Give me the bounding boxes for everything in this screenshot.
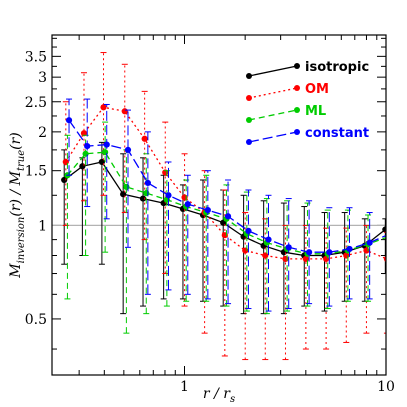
plot-frame bbox=[51, 34, 387, 376]
y-axis-label: Minversion(r) / Mtrue(r) bbox=[8, 132, 27, 279]
data-point bbox=[285, 244, 292, 251]
data-point bbox=[282, 255, 289, 263]
series-line bbox=[65, 106, 386, 260]
data-point bbox=[346, 245, 353, 253]
legend-line bbox=[248, 87, 298, 99]
data-point bbox=[165, 192, 172, 199]
y-tick-label: 1 bbox=[38, 218, 47, 234]
data-point bbox=[65, 117, 73, 124]
data-point bbox=[224, 213, 232, 220]
y-tick-label: 0.5 bbox=[25, 312, 47, 328]
data-point bbox=[306, 249, 313, 256]
data-point bbox=[387, 231, 393, 237]
data-point bbox=[141, 135, 148, 142]
data-point bbox=[383, 255, 386, 262]
data-point bbox=[79, 163, 86, 170]
data-point bbox=[143, 190, 150, 197]
legend-line bbox=[248, 65, 298, 77]
data-point bbox=[204, 207, 211, 214]
legend-label: constant bbox=[305, 126, 369, 141]
y-tick-label: 3.5 bbox=[25, 49, 47, 65]
legend-label: isotropic bbox=[305, 60, 369, 75]
data-point bbox=[366, 239, 373, 246]
legend-line bbox=[248, 131, 298, 143]
y-tick-label: 2.5 bbox=[25, 95, 47, 111]
y-tick-label: 1.5 bbox=[25, 164, 47, 180]
data-point bbox=[103, 141, 110, 148]
legend-item-isotropic: isotropic bbox=[246, 60, 369, 79]
data-point bbox=[242, 247, 249, 254]
data-point bbox=[98, 158, 105, 166]
data-point bbox=[121, 108, 128, 115]
data-point bbox=[144, 179, 151, 187]
x-tick-label: 1 bbox=[180, 379, 189, 395]
legend-item-OM: OM bbox=[246, 82, 329, 101]
legend-marker bbox=[294, 63, 300, 69]
legend: isotropic OM ML constant bbox=[246, 60, 369, 145]
legend-marker bbox=[246, 95, 252, 101]
y-tick-label: 3 bbox=[38, 70, 47, 86]
x-tick-label: 10 bbox=[377, 379, 395, 395]
data-point bbox=[363, 247, 370, 254]
data-point bbox=[124, 146, 132, 153]
data-point bbox=[221, 232, 228, 239]
data-point bbox=[262, 252, 269, 259]
data-point bbox=[181, 194, 188, 201]
legend-marker bbox=[246, 117, 252, 123]
legend-marker bbox=[246, 139, 252, 145]
series-line bbox=[63, 161, 386, 257]
legend-line bbox=[248, 109, 298, 121]
data-point bbox=[326, 249, 333, 256]
data-point bbox=[184, 201, 191, 208]
legend-item-constant: constant bbox=[246, 126, 369, 145]
data-point bbox=[84, 142, 91, 150]
legend-marker bbox=[294, 129, 300, 135]
legend-label: ML bbox=[305, 104, 326, 119]
x-axis-label: r / rs bbox=[203, 386, 235, 405]
legend-label: OM bbox=[305, 82, 329, 97]
tick-labels: 1 10 0.5 1 1.5 2 2.5 3 3.5 bbox=[25, 49, 395, 395]
series-constant bbox=[65, 98, 393, 312]
y-tick-label: 2 bbox=[38, 125, 47, 141]
legend-marker bbox=[246, 73, 252, 79]
legend-marker bbox=[294, 107, 300, 113]
legend-item-ML: ML bbox=[246, 104, 326, 123]
data-point bbox=[382, 226, 386, 233]
series-isotropic bbox=[61, 141, 386, 315]
data-point bbox=[123, 183, 130, 191]
legend-marker bbox=[294, 85, 300, 91]
series-group bbox=[61, 52, 393, 361]
data-point bbox=[82, 150, 89, 157]
data-point bbox=[265, 236, 272, 243]
data-point bbox=[62, 158, 69, 166]
data-point bbox=[120, 191, 127, 198]
data-point bbox=[100, 104, 107, 111]
data-point bbox=[102, 149, 109, 156]
data-point bbox=[139, 195, 147, 202]
data-point bbox=[245, 227, 252, 235]
data-point bbox=[80, 130, 88, 137]
